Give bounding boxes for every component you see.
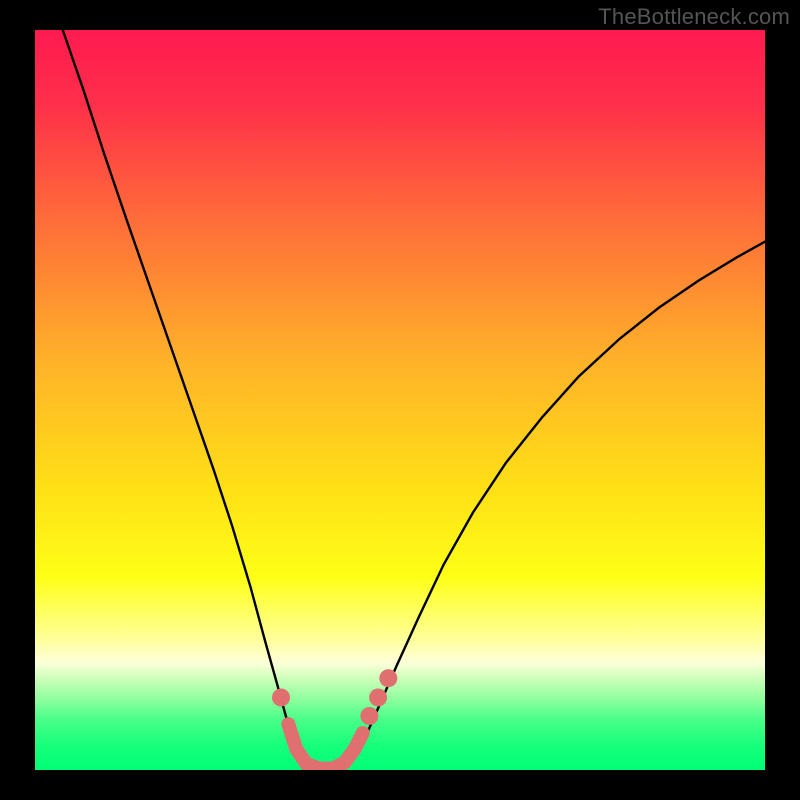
- bottleneck-chart: [0, 0, 800, 800]
- watermark-text: TheBottleneck.com: [598, 4, 790, 30]
- chart-container: TheBottleneck.com: [0, 0, 800, 800]
